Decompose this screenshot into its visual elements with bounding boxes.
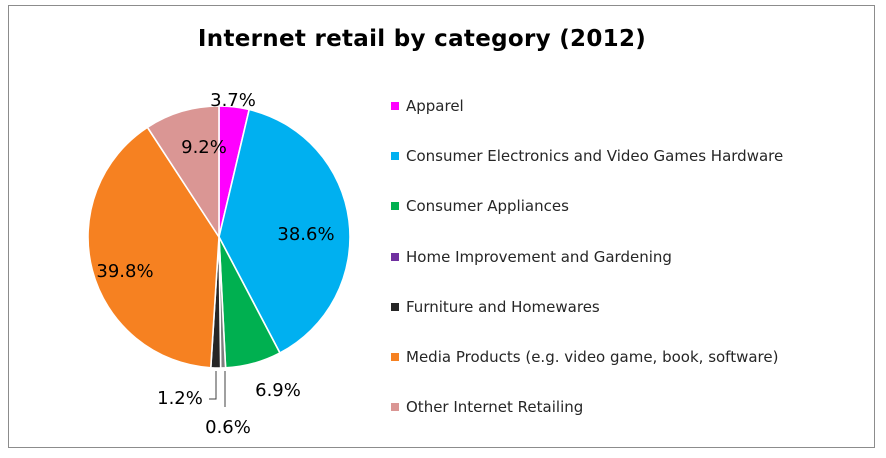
- pie-chart: 3.7% 38.6% 6.9%0.6%1.2% 39.8% 9.2%: [87, 90, 351, 438]
- data-labels: 3.7% 38.6% 6.9%0.6%1.2% 39.8% 9.2%: [96, 90, 334, 438]
- legend-label: Consumer Appliances: [406, 197, 569, 216]
- legend-label: Furniture and Homewares: [406, 297, 600, 316]
- legend-swatch: [391, 102, 399, 110]
- pie-slice-other-internet-retailing: [146, 105, 220, 238]
- legend-label: Apparel: [406, 97, 464, 115]
- legend-label: Media Products (e.g. video game, book, s…: [406, 348, 779, 366]
- chart-frame: Internet retail by category (2012) 3.7% 3…: [8, 5, 875, 448]
- data-label-media-products-e-g-video-game-book-software: 39.8%: [96, 261, 153, 282]
- pie-slice-consumer-electronics-and-video-games-hardware: [218, 108, 351, 354]
- data-label-furniture-and-homewares: 1.2%: [157, 388, 203, 409]
- legend-swatch: [391, 403, 399, 412]
- chart-title: Internet retail by category (2012): [197, 26, 647, 52]
- leader-line-furniture-and-homewares: [209, 371, 217, 400]
- legend-swatch: [391, 152, 399, 161]
- data-label-consumer-appliances: 6.9%: [255, 380, 301, 401]
- pie-slices: [87, 105, 351, 369]
- legend-swatch: [391, 252, 399, 261]
- data-label-other-internet-retailing: 9.2%: [181, 137, 227, 158]
- legend-swatch: [391, 302, 399, 311]
- legend-label: Consumer Electronics and Video Games Har…: [406, 147, 784, 166]
- data-label-consumer-electronics-and-video-games-hardware: 38.6%: [277, 224, 334, 245]
- data-label-apparel: 3.7%: [210, 90, 256, 111]
- legend-label: Home Improvement and Gardening: [406, 247, 672, 266]
- leader-lines: [209, 371, 226, 407]
- data-label-other-small: 0.6%: [205, 417, 251, 438]
- legend-swatch: [391, 353, 399, 361]
- legend-label: Other Internet Retailing: [406, 398, 584, 417]
- legend-swatch: [391, 202, 399, 211]
